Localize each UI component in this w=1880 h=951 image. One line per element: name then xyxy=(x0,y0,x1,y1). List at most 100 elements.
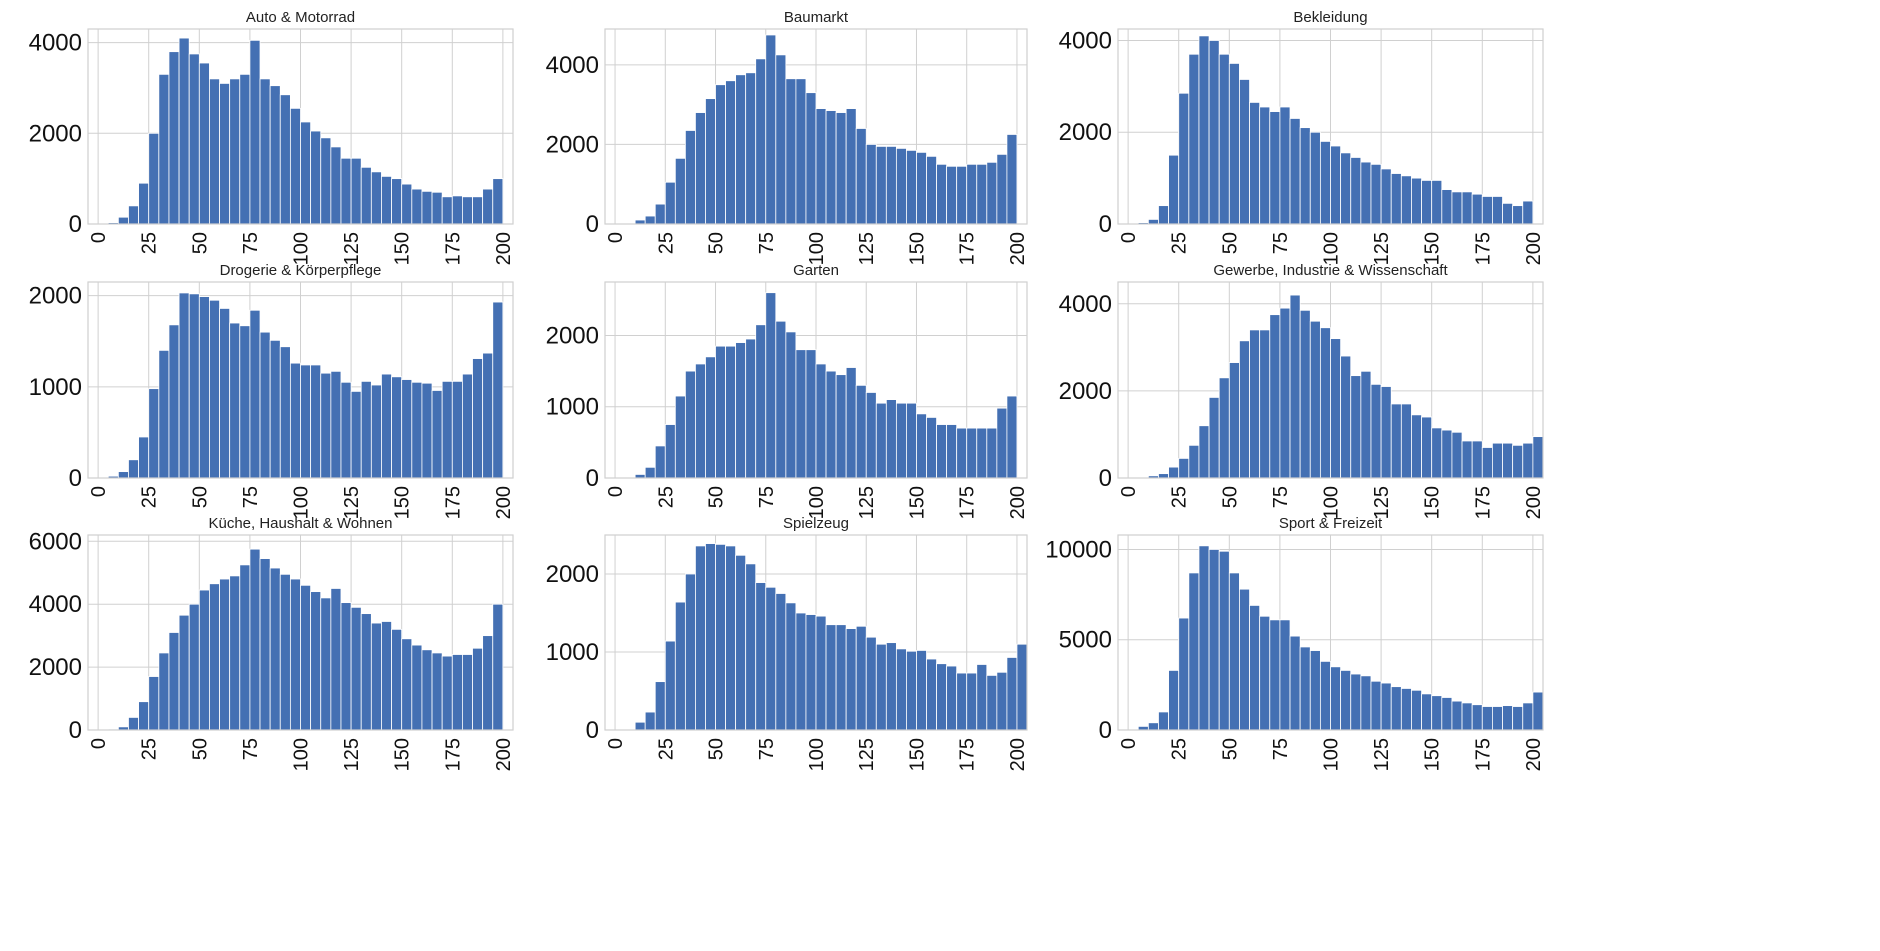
histogram-bar xyxy=(168,632,180,731)
y-tick-label: 2000 xyxy=(546,322,599,349)
histogram-bar xyxy=(401,379,413,479)
histogram-bar xyxy=(1188,53,1200,225)
histogram-bar xyxy=(1147,722,1159,731)
histogram-bar xyxy=(360,380,372,479)
histogram-bar xyxy=(875,145,887,225)
x-tick-label: 125 xyxy=(341,738,363,771)
histogram-panel-9: Sport & Freizeit 0 5000 10000 0 25 50 75 100 125 1… xyxy=(1045,515,1545,771)
y-tick-label: 2000 xyxy=(29,283,82,310)
histogram-bar xyxy=(926,417,937,479)
y-tick-label: 2000 xyxy=(546,131,599,158)
histogram-bar xyxy=(269,339,281,479)
histogram-bar xyxy=(148,388,160,479)
x-tick-label: 125 xyxy=(1371,232,1393,265)
histogram-bar xyxy=(1218,377,1230,479)
histogram-bar xyxy=(158,652,170,731)
histogram-bar xyxy=(178,37,190,225)
x-tick-label: 200 xyxy=(493,486,515,519)
histogram-bar xyxy=(411,381,423,479)
histogram-bar xyxy=(895,648,907,731)
histogram-bar xyxy=(188,603,200,731)
histogram-bar xyxy=(1512,706,1524,731)
histogram-bar xyxy=(775,320,787,479)
histogram-bar xyxy=(1016,643,1028,731)
histogram-bar xyxy=(462,196,473,225)
histogram-bar xyxy=(168,324,180,479)
histogram-bar xyxy=(986,427,998,479)
histogram-bar xyxy=(1299,309,1311,479)
histogram-bar xyxy=(492,603,504,731)
x-tick-label: 25 xyxy=(1169,232,1191,254)
histogram-bar xyxy=(1178,617,1190,731)
x-tick-label: 75 xyxy=(1270,738,1292,760)
histogram-bar xyxy=(482,635,494,731)
histogram-bar xyxy=(1299,127,1311,225)
histogram-bar xyxy=(916,650,927,731)
histogram-bar xyxy=(906,650,917,731)
histogram-bar xyxy=(795,612,807,731)
histogram-bar xyxy=(138,182,150,225)
histogram-bar xyxy=(360,166,372,225)
x-tick-label: 125 xyxy=(1371,486,1393,519)
x-tick-label: 175 xyxy=(957,486,979,519)
histogram-bar xyxy=(421,382,433,479)
histogram-panel-5: Garten 0 1000 2000 0 25 50 75 100 125 150 175 200 xyxy=(546,262,1029,519)
histogram-bar xyxy=(785,602,797,731)
histogram-bar xyxy=(340,157,352,225)
histogram-bar xyxy=(936,424,948,479)
histogram-bar xyxy=(715,84,726,225)
histogram-bar xyxy=(279,573,291,731)
histogram-bar xyxy=(421,649,433,731)
x-tick-label: 200 xyxy=(1523,232,1545,265)
y-tick-label: 2000 xyxy=(1059,378,1112,405)
histogram-bar xyxy=(451,380,463,479)
histogram-bar xyxy=(1340,670,1352,731)
x-tick-label: 0 xyxy=(1118,738,1140,749)
histogram-bar xyxy=(1330,145,1342,225)
histogram-bar xyxy=(1400,403,1412,479)
plot-frame xyxy=(87,281,514,479)
histogram-bar xyxy=(1178,92,1190,225)
x-tick-label: 100 xyxy=(1321,232,1343,265)
histogram-bar xyxy=(1370,680,1382,731)
histogram-bar xyxy=(1421,416,1433,479)
x-tick-label: 125 xyxy=(856,232,878,265)
histogram-bar xyxy=(725,545,737,731)
histogram-bar xyxy=(966,672,978,731)
histogram-bar xyxy=(138,436,150,479)
x-tick-label: 125 xyxy=(1371,738,1393,771)
histogram-bar xyxy=(1006,395,1018,479)
x-tick-label: 50 xyxy=(706,486,728,508)
x-tick-label: 150 xyxy=(392,486,414,519)
histogram-bar xyxy=(1198,545,1210,731)
histogram-bar xyxy=(906,149,917,225)
histogram-bar xyxy=(239,564,251,731)
histogram-bar xyxy=(1461,702,1473,731)
histogram-bar xyxy=(462,373,473,479)
histogram-bar xyxy=(320,597,332,731)
histogram-bar xyxy=(1421,180,1433,225)
y-tick-label: 0 xyxy=(1099,211,1112,238)
histogram-bar xyxy=(895,147,907,225)
histogram-bar xyxy=(715,345,726,479)
x-tick-label: 175 xyxy=(442,232,464,265)
histogram-bar xyxy=(1168,670,1180,731)
y-tick-label: 0 xyxy=(586,211,599,238)
histogram-bar xyxy=(966,163,978,225)
histogram-bar xyxy=(785,331,797,479)
histogram-bar xyxy=(664,424,676,479)
x-tick-label: 50 xyxy=(1219,486,1241,508)
histogram-bar xyxy=(1532,691,1544,731)
histogram-bar xyxy=(765,292,777,479)
histogram-bar xyxy=(1249,102,1261,225)
histogram-bar xyxy=(370,384,382,479)
x-tick-label: 100 xyxy=(806,232,828,265)
y-tick-label: 0 xyxy=(586,717,599,744)
y-tick-label: 0 xyxy=(1099,717,1112,744)
histogram-bar xyxy=(765,586,777,731)
histogram-bar xyxy=(835,624,847,731)
histogram-bar xyxy=(370,622,382,731)
histogram-bar xyxy=(1198,35,1210,225)
x-tick-label: 50 xyxy=(189,232,211,254)
